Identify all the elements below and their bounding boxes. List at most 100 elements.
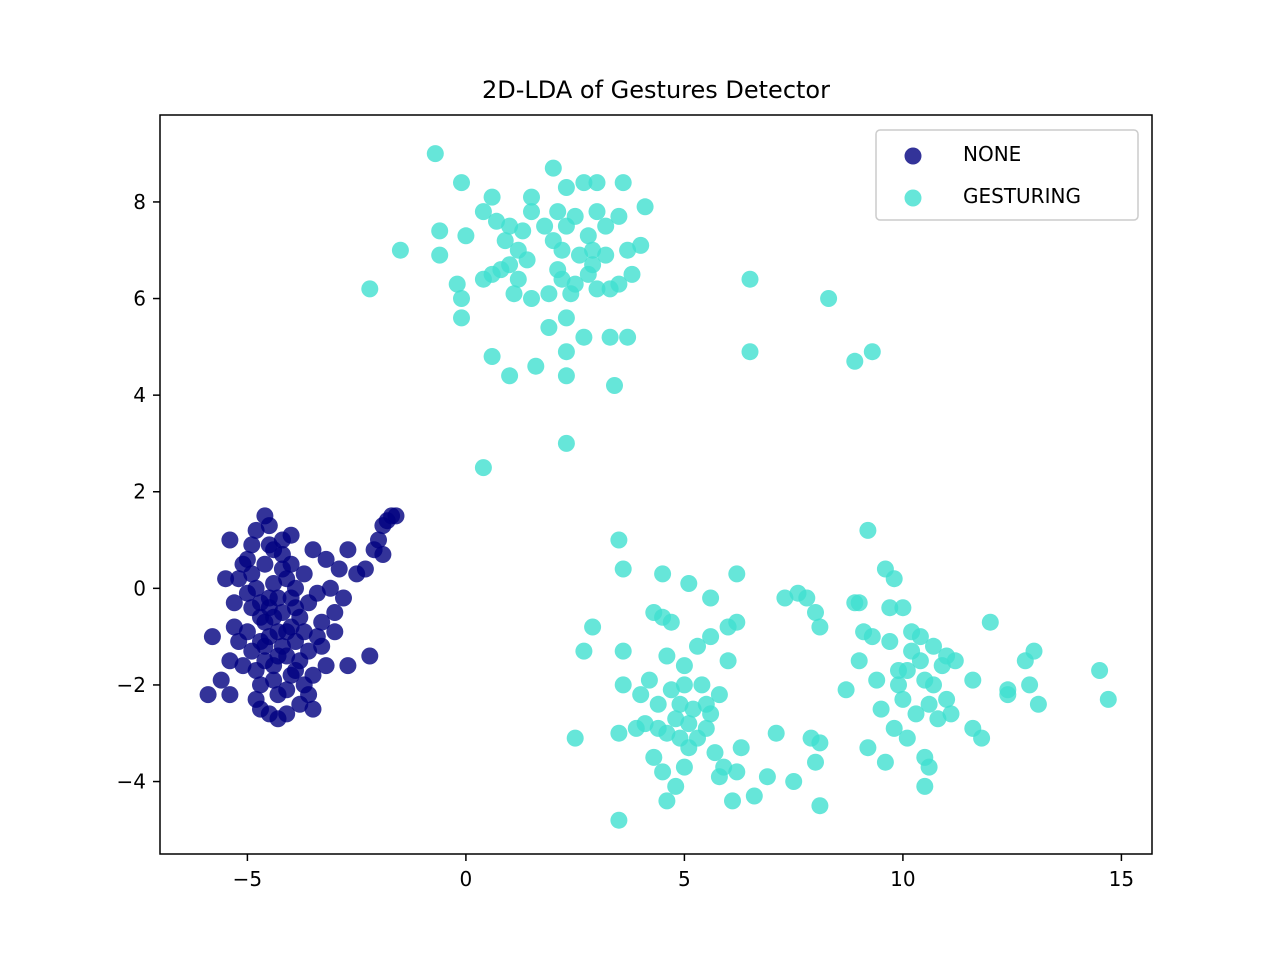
point-none — [374, 546, 392, 563]
point-none — [287, 662, 304, 679]
point-gesturing — [758, 768, 776, 786]
point-gesturing — [662, 613, 680, 631]
point-gesturing — [505, 285, 523, 303]
point-none — [221, 652, 239, 670]
point-none — [317, 657, 335, 675]
point-gesturing — [885, 719, 903, 737]
point-none — [273, 531, 291, 549]
point-gesturing — [623, 265, 641, 283]
point-gesturing — [846, 352, 864, 370]
point-gesturing — [916, 777, 934, 795]
point-gesturing — [483, 188, 501, 206]
point-gesturing — [850, 594, 868, 612]
point-gesturing — [1021, 676, 1039, 694]
point-gesturing — [584, 241, 602, 259]
point-gesturing — [1025, 642, 1043, 660]
point-gesturing — [588, 203, 606, 221]
point-none — [304, 666, 322, 684]
point-gesturing — [710, 768, 728, 786]
point-none — [269, 623, 287, 641]
point-gesturing — [566, 729, 584, 747]
point-gesturing — [557, 309, 575, 327]
point-gesturing — [724, 792, 741, 810]
point-gesturing — [658, 724, 676, 742]
point-gesturing — [601, 280, 619, 298]
point-gesturing — [680, 575, 698, 592]
point-gesturing — [654, 763, 672, 781]
point-gesturing — [610, 207, 628, 225]
point-none — [278, 705, 296, 723]
point-gesturing — [501, 367, 519, 385]
y-tick-label: 0 — [133, 576, 146, 600]
point-gesturing — [584, 618, 602, 636]
point-none — [282, 618, 300, 636]
point-gesturing — [636, 715, 654, 733]
point-gesturing — [702, 628, 720, 646]
point-gesturing — [890, 676, 907, 694]
point-gesturing — [632, 236, 650, 254]
point-gesturing — [523, 203, 540, 221]
point-gesturing — [689, 729, 706, 747]
point-gesturing — [1029, 695, 1047, 713]
point-none — [260, 536, 278, 554]
point-none — [387, 507, 405, 525]
point-gesturing — [614, 676, 632, 694]
point-gesturing — [557, 434, 575, 452]
point-gesturing — [474, 459, 492, 477]
y-tick-label: −4 — [117, 770, 146, 794]
point-gesturing — [514, 222, 532, 240]
point-gesturing — [610, 531, 628, 549]
point-gesturing — [798, 589, 816, 607]
point-gesturing — [575, 328, 593, 346]
point-none — [265, 657, 283, 675]
point-none — [317, 550, 335, 568]
point-none — [256, 555, 274, 573]
point-gesturing — [597, 217, 615, 235]
point-gesturing — [453, 309, 470, 327]
point-none — [313, 637, 331, 655]
point-gesturing — [837, 681, 855, 699]
point-none — [260, 517, 278, 535]
chart-title: 2D-LDA of Gestures Detector — [482, 76, 830, 104]
y-tick-label: 4 — [133, 383, 146, 407]
point-none — [247, 662, 265, 679]
point-none — [326, 623, 344, 641]
legend: NONE GESTURING — [875, 129, 1139, 221]
point-none — [221, 686, 239, 704]
point-none — [300, 686, 318, 704]
point-gesturing — [453, 174, 470, 192]
point-gesturing — [636, 198, 654, 216]
point-gesturing — [807, 604, 824, 621]
point-none — [335, 589, 352, 607]
point-gesturing — [361, 280, 379, 298]
point-gesturing — [911, 652, 929, 670]
point-gesturing — [881, 633, 899, 650]
point-gesturing — [859, 739, 877, 757]
x-tick-label: 0 — [460, 867, 473, 891]
point-none — [243, 642, 261, 660]
point-gesturing — [610, 811, 628, 829]
point-gesturing — [614, 642, 632, 660]
point-gesturing — [662, 681, 680, 699]
point-gesturing — [811, 797, 829, 815]
point-gesturing — [509, 270, 527, 288]
point-gesturing — [903, 623, 921, 641]
point-gesturing — [557, 343, 575, 361]
point-gesturing — [391, 241, 409, 259]
point-none — [282, 589, 300, 607]
point-gesturing — [876, 753, 894, 771]
y-tick-label: 6 — [133, 287, 146, 311]
point-gesturing — [728, 565, 746, 583]
point-gesturing — [601, 328, 619, 346]
point-gesturing — [549, 203, 567, 221]
point-none — [225, 618, 243, 636]
point-gesturing — [553, 241, 571, 259]
point-gesturing — [745, 787, 763, 805]
point-gesturing — [1091, 662, 1109, 679]
point-gesturing — [658, 647, 676, 665]
point-gesturing — [579, 227, 597, 245]
point-gesturing — [898, 729, 916, 747]
point-none — [356, 560, 374, 578]
point-none — [265, 671, 283, 689]
point-gesturing — [702, 589, 720, 607]
